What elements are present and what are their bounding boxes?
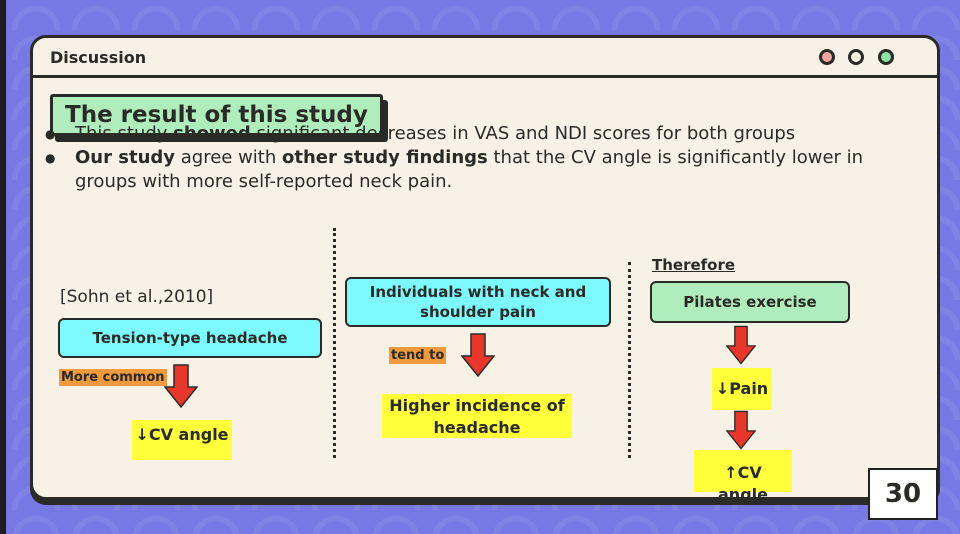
emphasis: other study findings xyxy=(281,147,488,168)
pain-result: ↓Pain xyxy=(712,368,772,410)
more-common-label: More common xyxy=(59,369,167,386)
text: This study xyxy=(75,123,174,144)
cv-angle-result: ↓CV angle xyxy=(132,420,232,460)
emphasis: Our study xyxy=(75,147,176,168)
divider xyxy=(333,228,336,458)
text: agree with xyxy=(175,147,282,168)
minimize-button[interactable] xyxy=(848,49,864,65)
close-button[interactable] xyxy=(819,49,835,65)
emphasis: showed xyxy=(173,123,251,144)
neck-shoulder-pain-box: Individuals with neck and shoulder pain xyxy=(345,277,611,327)
bullet-item: This study showed significant decreases … xyxy=(45,122,865,146)
window-title: Discussion xyxy=(50,48,147,67)
bullet-item: Our study agree with other study finding… xyxy=(45,146,865,194)
citation: [Sohn et al.,2010] xyxy=(60,287,214,307)
page-number: 30 xyxy=(868,468,938,520)
window-header: Discussion xyxy=(33,38,937,78)
text: that the CV angle is significantly lower… xyxy=(75,147,864,192)
divider xyxy=(628,262,631,458)
down-arrow-icon xyxy=(726,325,756,365)
cv-angle-increase-result: ↑CV angle xyxy=(694,450,792,504)
tend-to-label: tend to xyxy=(389,347,447,364)
tension-headache-box: Tension-type headache xyxy=(58,318,322,358)
headache-incidence-result: Higher incidence of headache xyxy=(382,394,572,438)
down-arrow-icon xyxy=(726,410,756,450)
maximize-button[interactable] xyxy=(878,49,894,65)
down-arrow-icon xyxy=(164,364,198,408)
text: significant decreases in VAS and NDI sco… xyxy=(250,123,796,144)
pilates-box: Pilates exercise xyxy=(650,281,850,323)
down-arrow-icon xyxy=(461,333,495,377)
therefore-heading: Therefore xyxy=(652,256,736,274)
bullet-list: This study showed significant decreases … xyxy=(45,122,865,194)
